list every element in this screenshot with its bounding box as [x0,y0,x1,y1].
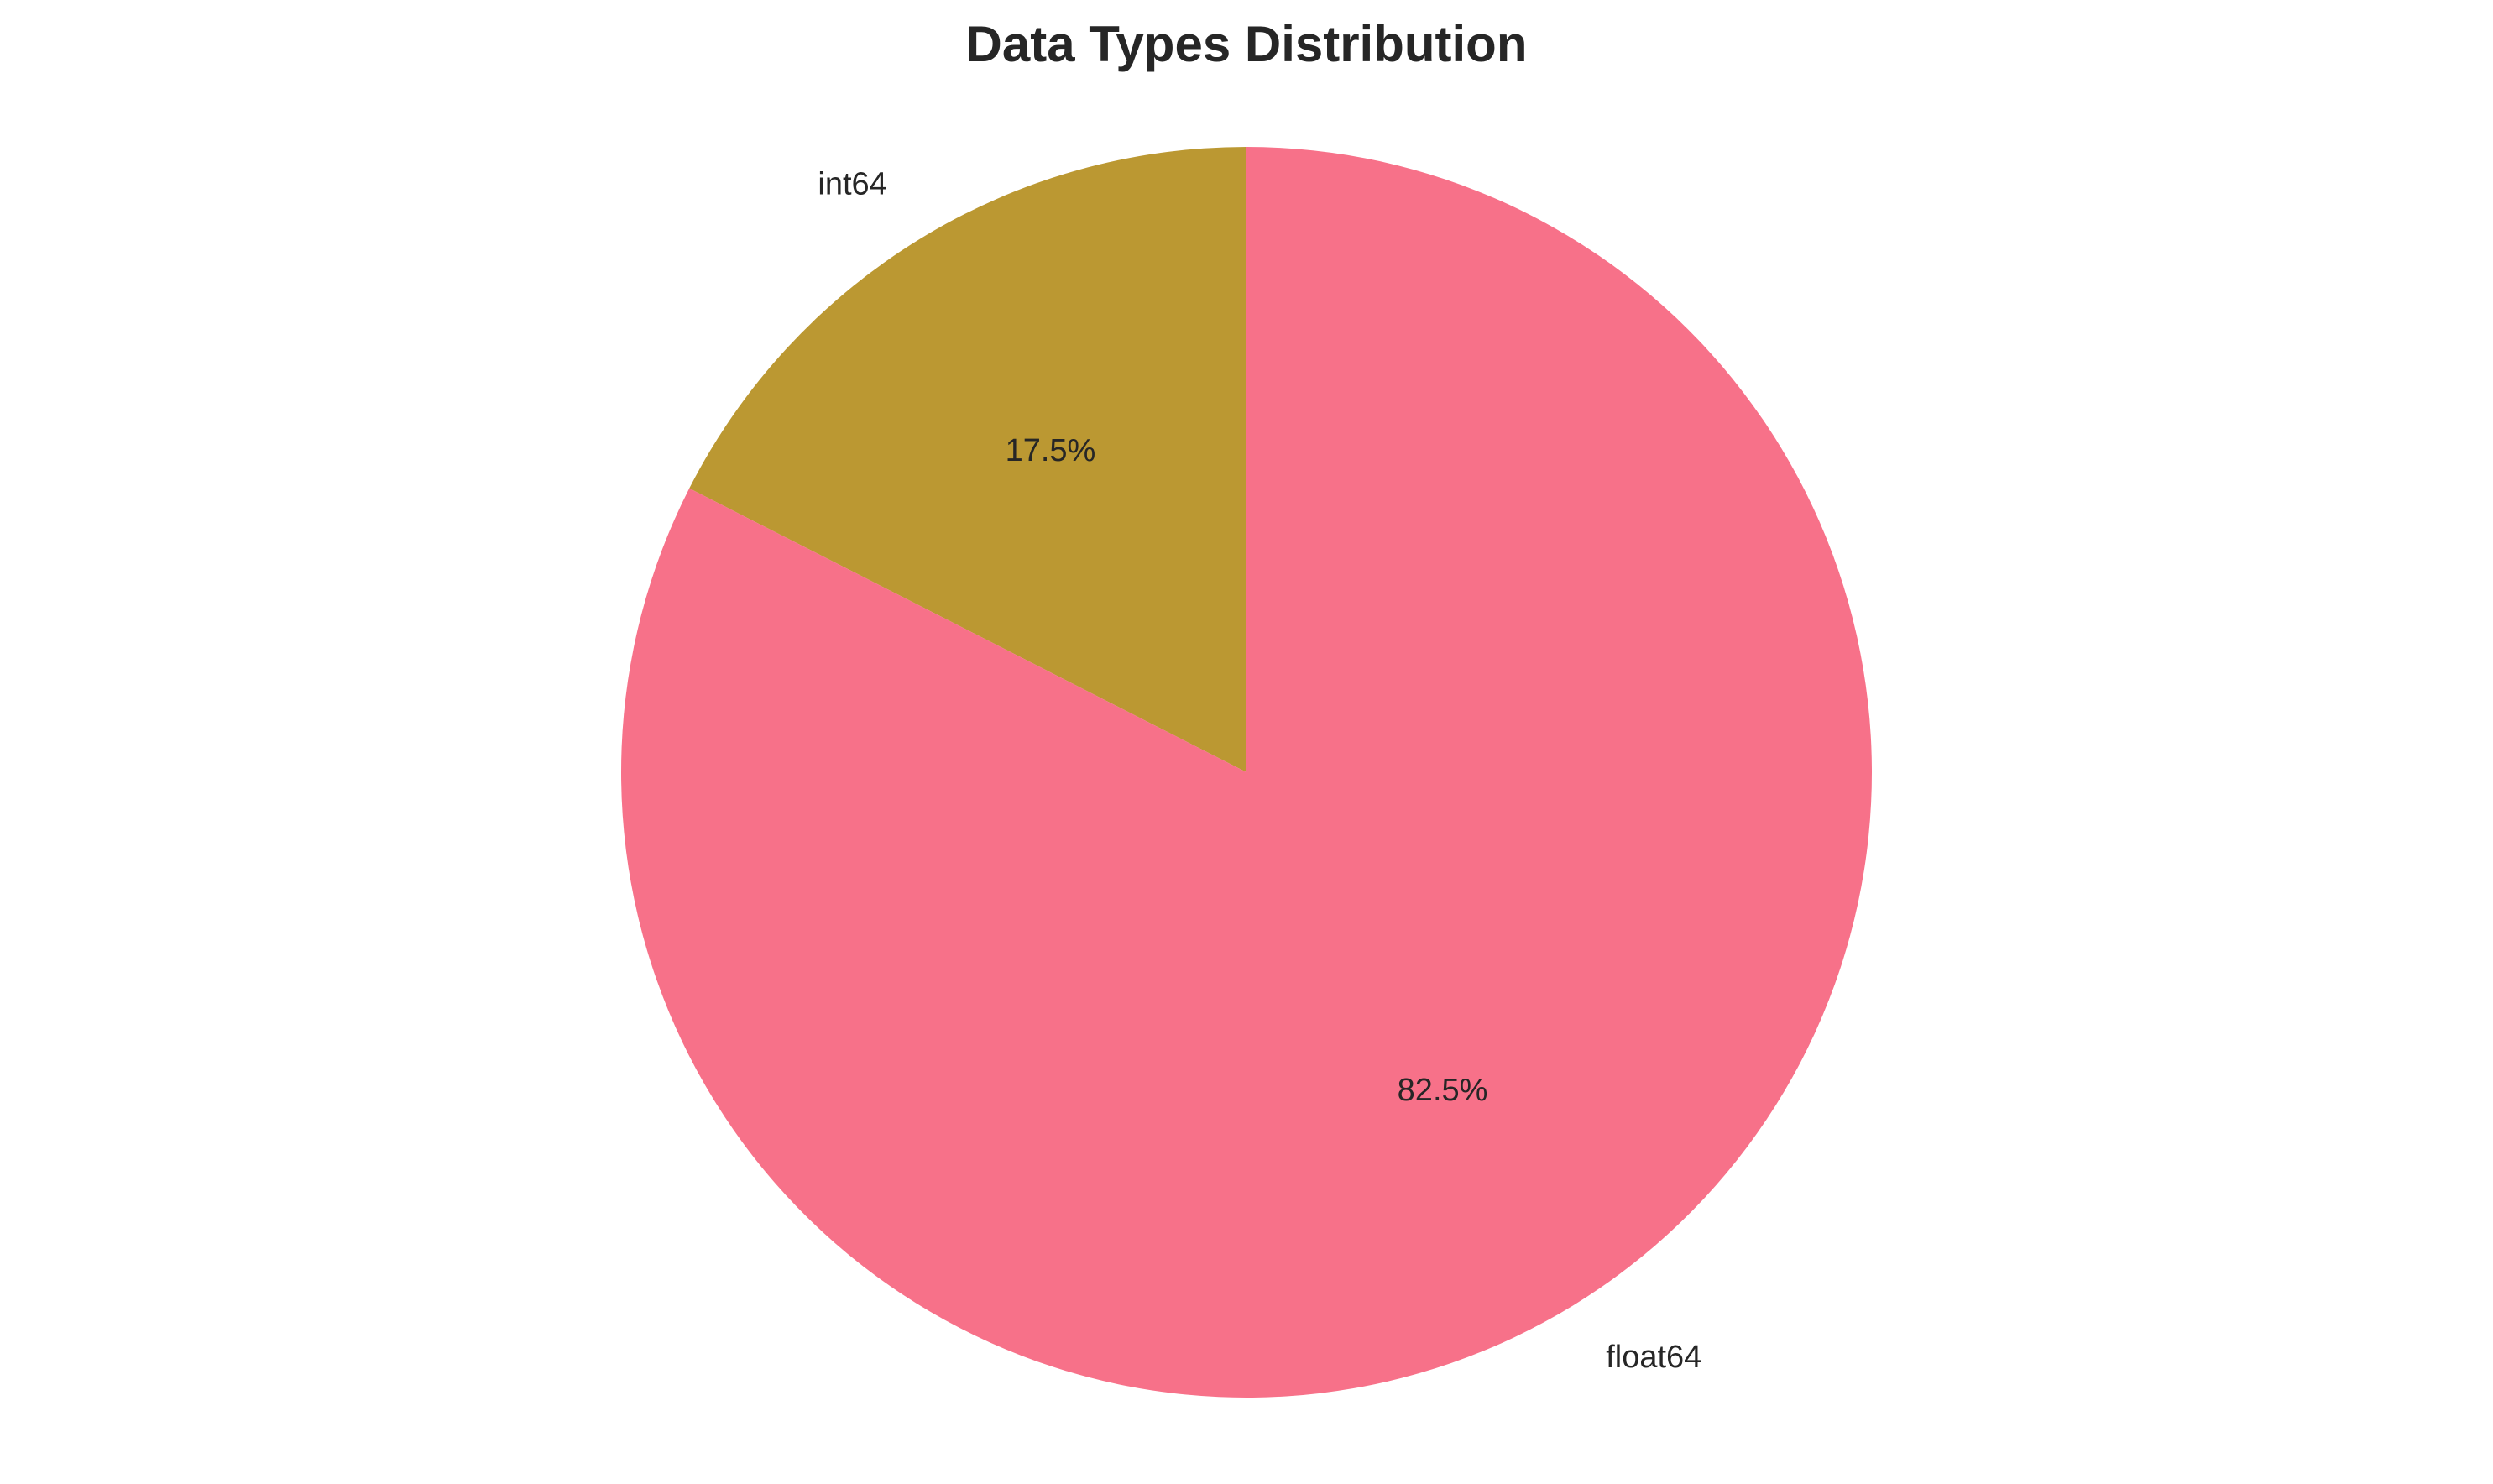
pie-slices [621,147,1872,1398]
chart-title: Data Types Distribution [966,16,1528,72]
pct-label-float64: 82.5% [1398,1073,1488,1108]
pie-slice-float64 [621,147,1872,1398]
slice-label-float64: float64 [1606,1340,1701,1375]
pct-label-int64: 17.5% [1006,433,1096,468]
slice-label-int64: int64 [818,166,886,201]
pie-slice-int64 [689,147,1246,772]
pie-labels: int64 17.5% float64 82.5% [818,166,1701,1374]
